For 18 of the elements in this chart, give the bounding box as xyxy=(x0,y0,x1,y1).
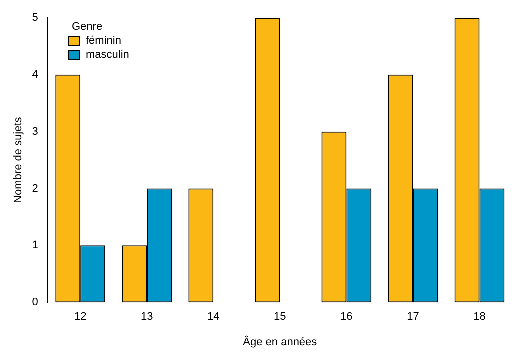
x-tick-label: 13 xyxy=(140,311,154,324)
x-tick-label: 18 xyxy=(474,311,486,324)
y-tick-label: 5 xyxy=(32,12,38,24)
y-tick-label: 3 xyxy=(32,126,38,138)
legend-label: masculin xyxy=(86,48,130,62)
y-tick-label: 4 xyxy=(32,68,38,81)
x-tick-label: 14 xyxy=(208,311,220,324)
x-tick-label: 16 xyxy=(340,311,353,324)
x-tick-label: 12 xyxy=(74,311,87,324)
x-tick-label: 15 xyxy=(274,311,286,324)
legend-title: Genre xyxy=(72,20,104,34)
y-tick-label: 0 xyxy=(32,296,38,309)
y-axis-title: Nombre de sujets xyxy=(12,116,25,204)
legend-label: féminin xyxy=(86,34,122,48)
y-tick-label: 2 xyxy=(32,182,38,195)
x-axis-title: Âge en années xyxy=(243,335,318,348)
y-tick-label: 1 xyxy=(32,240,38,252)
x-tick-label: 17 xyxy=(407,311,420,324)
